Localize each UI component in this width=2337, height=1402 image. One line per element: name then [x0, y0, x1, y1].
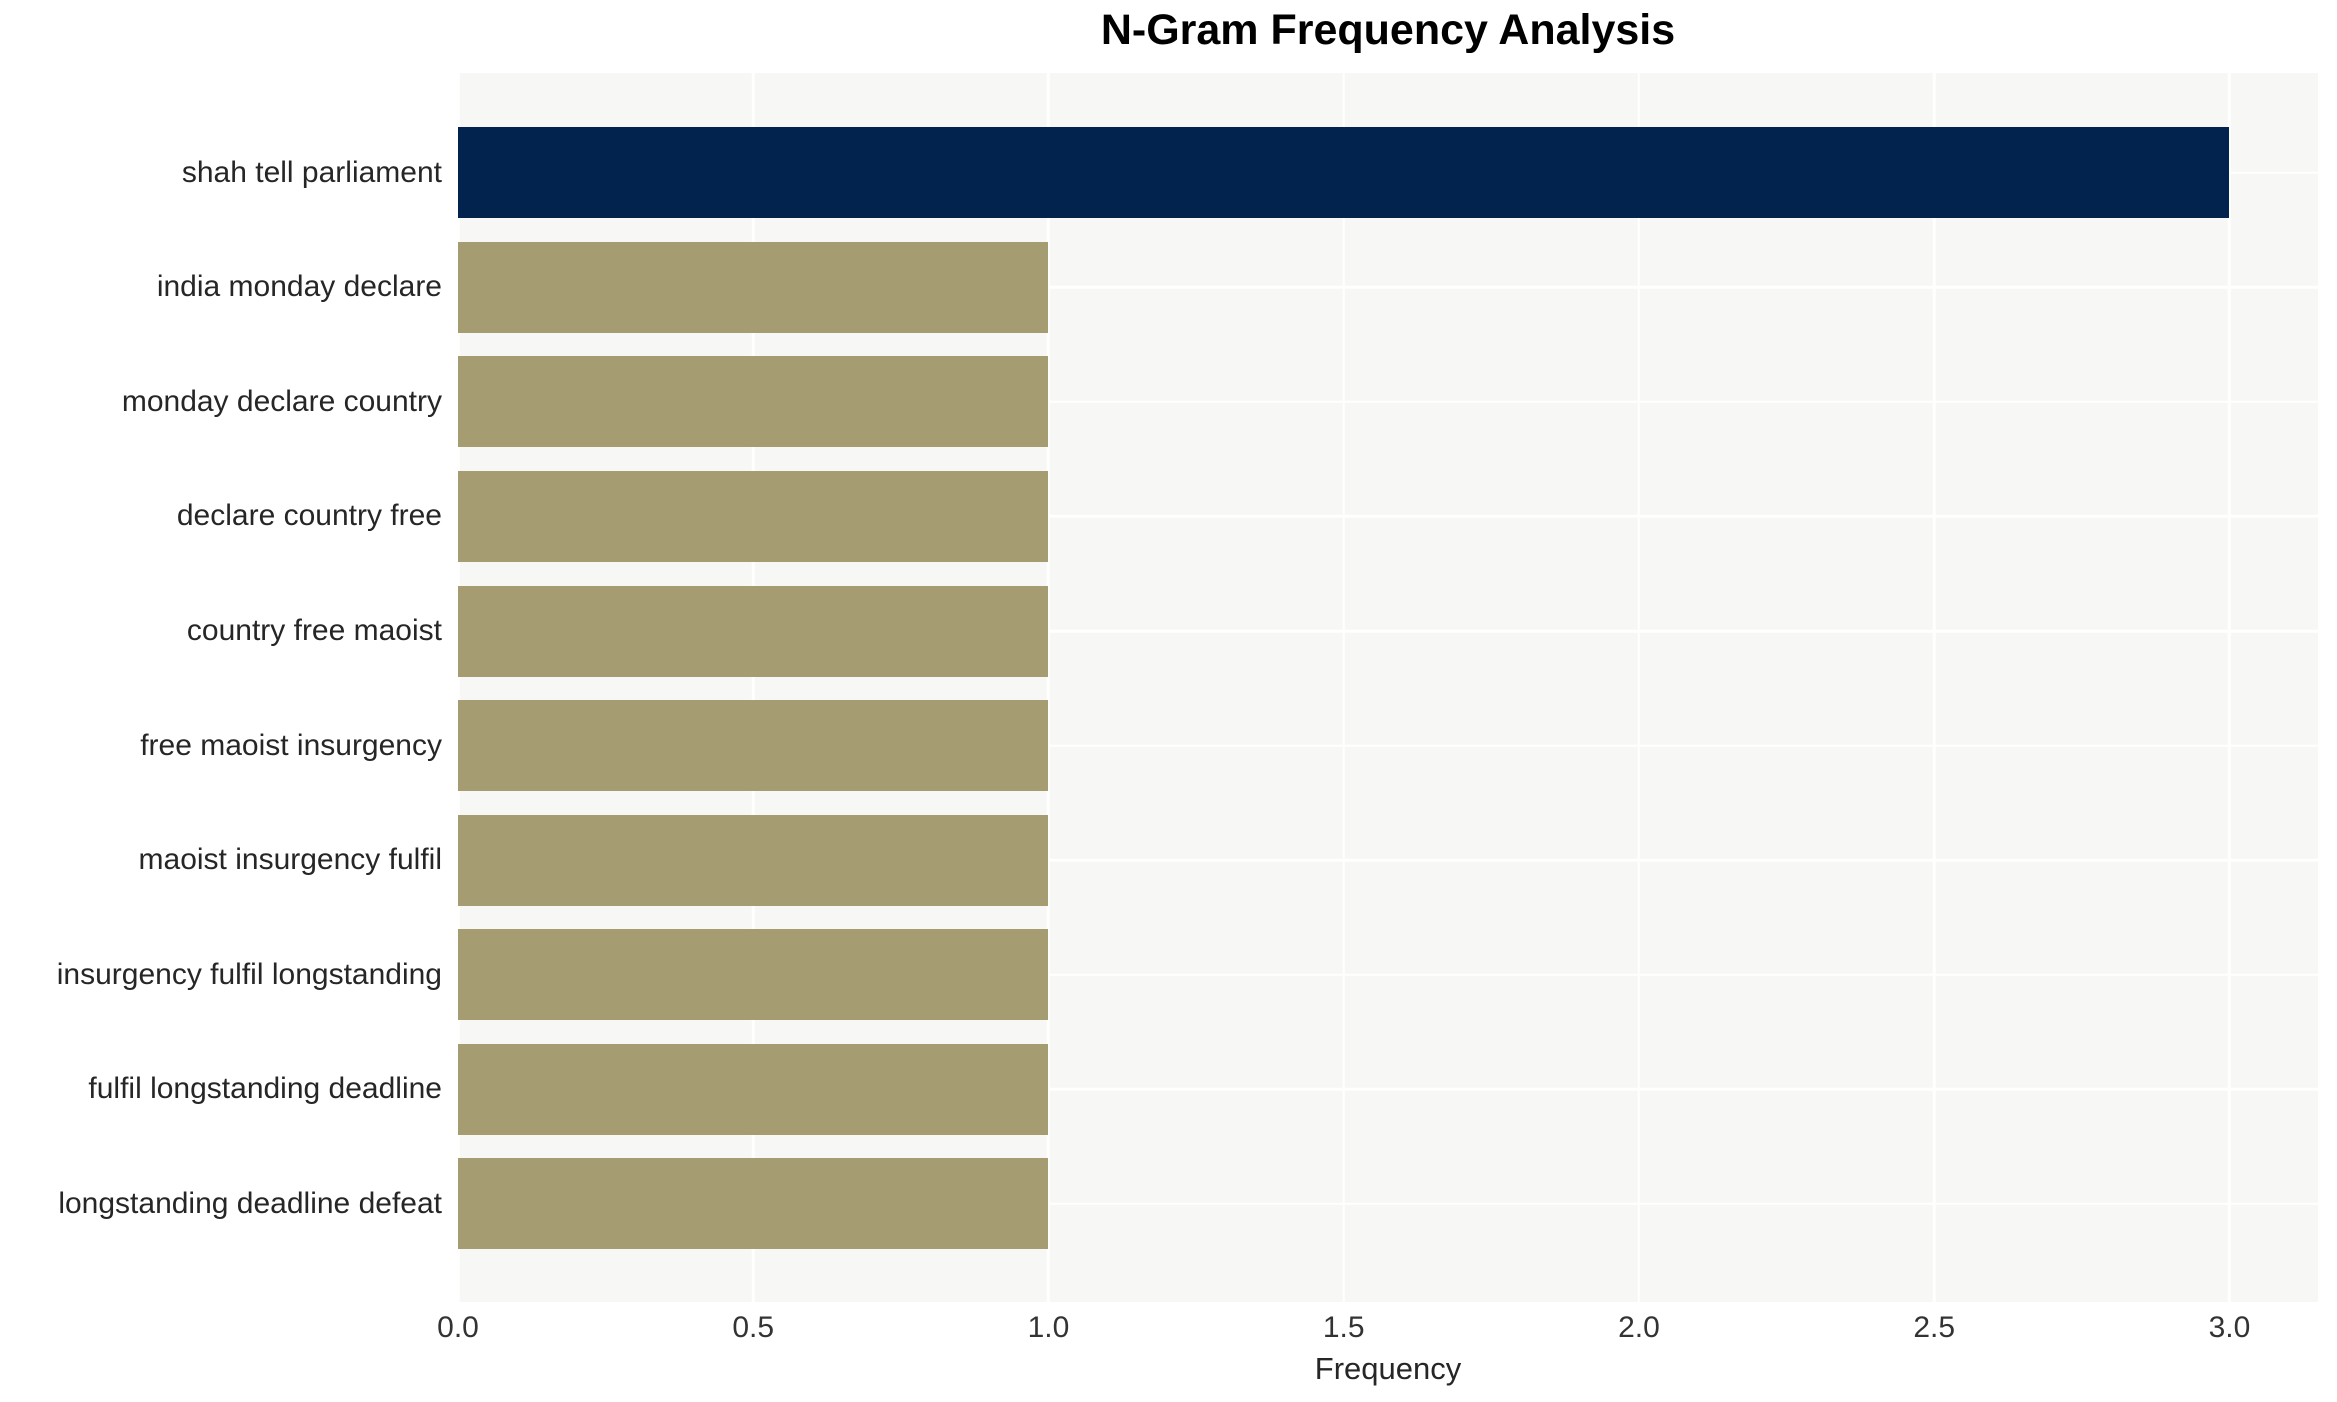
- x-gridline: [1047, 73, 1050, 1302]
- bar-free-maoist-insurgency: [458, 700, 1049, 792]
- x-tick-label: 3.0: [2208, 1311, 2251, 1344]
- plot-area: [456, 73, 2318, 1302]
- y-tick-label: free maoist insurgency: [140, 728, 442, 762]
- y-tick-label: maoist insurgency fulfil: [138, 843, 442, 877]
- x-gridline: [2228, 73, 2231, 1302]
- y-gridline: [458, 1087, 2318, 1091]
- x-tick-label: 2.0: [1618, 1311, 1660, 1344]
- bar-maoist-insurgency-fulfil: [458, 814, 1049, 906]
- x-tick-label: 0.0: [437, 1311, 479, 1344]
- y-gridline: [458, 973, 2318, 976]
- bar-declare-country-free: [458, 470, 1049, 562]
- y-tick-label: shah tell parliament: [181, 155, 442, 189]
- y-tick-label: monday declare country: [121, 384, 442, 418]
- y-tick-label: fulfil longstanding deadline: [88, 1072, 442, 1106]
- y-gridline: [458, 286, 2318, 289]
- x-gridline: [751, 73, 755, 1302]
- bar-country-free-maoist: [458, 585, 1049, 677]
- y-gridline: [458, 400, 2318, 404]
- bar-india-monday-declare: [458, 241, 1049, 333]
- y-axis-labels: shah tell parliament india monday declare…: [0, 73, 450, 1302]
- x-tick-label: 1.5: [1322, 1311, 1365, 1344]
- bar-fulfil-longstanding-deadline: [458, 1043, 1049, 1135]
- y-gridline: [458, 515, 2318, 518]
- bar-longstanding-deadline-defeat: [458, 1158, 1049, 1250]
- y-tick-label: country free maoist: [186, 614, 442, 647]
- chart-title: N-Gram Frequency Analysis: [1100, 6, 1676, 54]
- x-gridline: [1932, 73, 1936, 1302]
- bar-insurgency-fulfil-longstanding: [458, 929, 1049, 1021]
- y-tick-label: insurgency fulfil longstanding: [56, 957, 442, 991]
- y-gridline: [458, 858, 2318, 862]
- y-tick-label: india monday declare: [156, 270, 442, 304]
- x-gridline: [456, 73, 460, 1302]
- y-gridline: [458, 629, 2318, 633]
- y-gridline: [458, 1202, 2318, 1205]
- x-tick-label: 0.5: [732, 1311, 775, 1344]
- x-tick-label: 2.5: [1913, 1311, 1956, 1344]
- y-tick-label: longstanding deadline defeat: [58, 1186, 442, 1220]
- x-gridline: [1342, 73, 1345, 1302]
- x-gridline: [1637, 73, 1641, 1302]
- x-axis-title: Frequency: [1314, 1351, 1462, 1386]
- x-tick-label: 1.0: [1027, 1311, 1070, 1344]
- y-tick-label: declare country free: [176, 499, 442, 533]
- bar-shah-tell-parliament: [458, 127, 2230, 219]
- y-gridline: [458, 744, 2318, 747]
- bar-monday-declare-country: [458, 356, 1049, 448]
